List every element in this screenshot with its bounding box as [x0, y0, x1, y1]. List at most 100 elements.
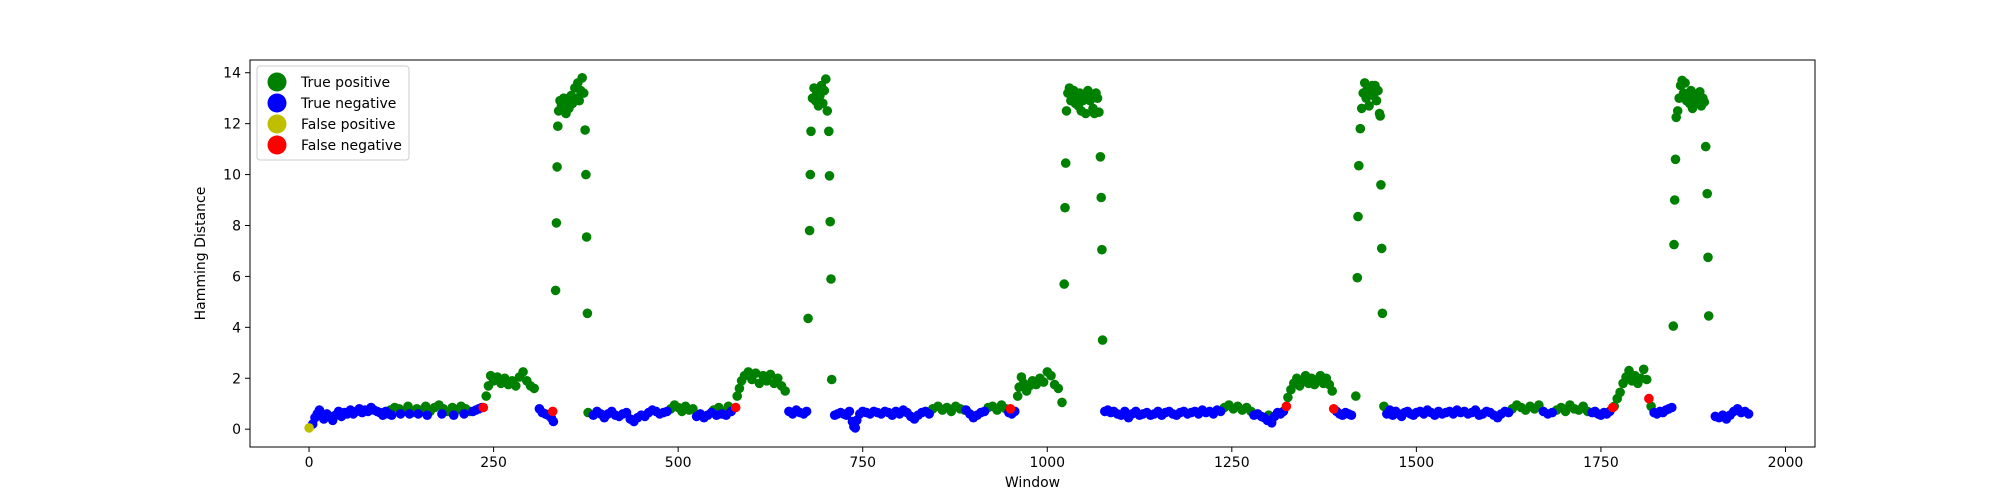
data-point [1352, 272, 1363, 283]
data-point [404, 409, 415, 419]
data-point [1377, 308, 1388, 319]
x-tick-label: 250 [480, 455, 507, 471]
y-tick-label: 0 [232, 422, 241, 438]
plot-area-frame [249, 59, 1816, 448]
data-point [1644, 393, 1654, 404]
data-point [1060, 202, 1070, 213]
data-point [850, 423, 861, 433]
series-true-positive [385, 73, 1714, 421]
y-tick-label: 6 [232, 269, 241, 285]
data-point [765, 369, 776, 380]
x-tick-label: 1500 [1399, 455, 1435, 471]
data-point [1680, 78, 1690, 88]
data-point [822, 106, 833, 116]
data-point [826, 374, 837, 385]
data-point [553, 121, 563, 131]
data-point [1503, 407, 1514, 418]
data-point [1095, 152, 1106, 162]
data-point [818, 98, 828, 109]
data-point [662, 406, 672, 417]
data-point [1670, 154, 1681, 165]
legend: True positive True negative False positive… [256, 65, 410, 161]
x-tick-label: 2000 [1768, 455, 1804, 471]
data-point [578, 88, 589, 98]
x-axis: 0 250 500 750 1000 1250 1500 1750 2000 [305, 447, 1804, 471]
data-point [819, 85, 830, 96]
data-point [1702, 188, 1712, 199]
y-tick-label: 14 [223, 66, 241, 82]
data-point [437, 409, 447, 419]
legend-marker [267, 93, 287, 113]
data-point [1547, 407, 1557, 418]
data-point [803, 313, 813, 324]
data-point [548, 416, 559, 427]
data-point [1361, 93, 1371, 103]
data-point [806, 126, 816, 137]
data-point [1373, 85, 1383, 96]
data-point [1094, 107, 1104, 117]
data-point [1699, 97, 1710, 107]
y-axis-title: Hamming Distance [193, 187, 209, 321]
legend-label: False positive [301, 117, 396, 133]
data-point [1281, 401, 1292, 412]
data-point [1376, 180, 1386, 190]
legend-box [256, 65, 410, 161]
data-point [459, 409, 469, 419]
data-point [1092, 93, 1103, 103]
x-tick-label: 0 [305, 455, 314, 471]
data-point [1060, 158, 1071, 168]
data-point [1327, 386, 1337, 396]
data-point [1353, 211, 1363, 222]
data-point [481, 391, 492, 401]
data-point [1700, 141, 1711, 152]
data-point [1328, 404, 1339, 414]
data-point [551, 218, 562, 228]
data-point [750, 368, 761, 379]
data-point [413, 409, 424, 419]
y-tick-label: 10 [223, 168, 241, 184]
data-point [979, 406, 990, 417]
data-point [478, 402, 489, 413]
data-point [1351, 391, 1361, 401]
data-point [582, 308, 593, 319]
data-point [1376, 243, 1387, 254]
y-axis: 0 2 4 6 8 10 12 14 [223, 66, 250, 438]
x-tick-label: 1750 [1583, 455, 1619, 471]
data-point [529, 383, 539, 394]
x-tick-label: 1250 [1214, 455, 1250, 471]
data-point [581, 169, 591, 180]
data-point [730, 402, 741, 413]
data-point [1080, 108, 1091, 119]
data-point [1641, 374, 1652, 385]
data-point [1356, 103, 1367, 114]
data-point [1005, 404, 1016, 414]
data-point [1672, 106, 1683, 116]
data-point [518, 367, 528, 377]
data-point [844, 406, 855, 417]
series-false-positive [304, 423, 314, 433]
data-point [1355, 123, 1366, 134]
x-tick-label: 500 [665, 455, 692, 471]
data-point [826, 274, 836, 284]
data-point [580, 125, 590, 135]
data-point [422, 410, 433, 421]
data-point [304, 423, 314, 433]
data-point [732, 391, 742, 401]
data-point [395, 409, 406, 419]
data-point [577, 73, 587, 83]
data-point [1607, 402, 1618, 413]
y-tick-label: 2 [232, 371, 241, 387]
data-point [688, 404, 698, 414]
data-point [1703, 252, 1713, 263]
data-point [1669, 239, 1679, 250]
data-point [754, 378, 765, 389]
data-point [1046, 370, 1056, 381]
data-point [1669, 195, 1680, 205]
data-point [1375, 111, 1385, 121]
data-point [511, 381, 521, 391]
series-false-negative [478, 393, 1654, 417]
data-point [1364, 101, 1374, 111]
data-point [1053, 383, 1064, 394]
legend-marker [267, 72, 287, 92]
